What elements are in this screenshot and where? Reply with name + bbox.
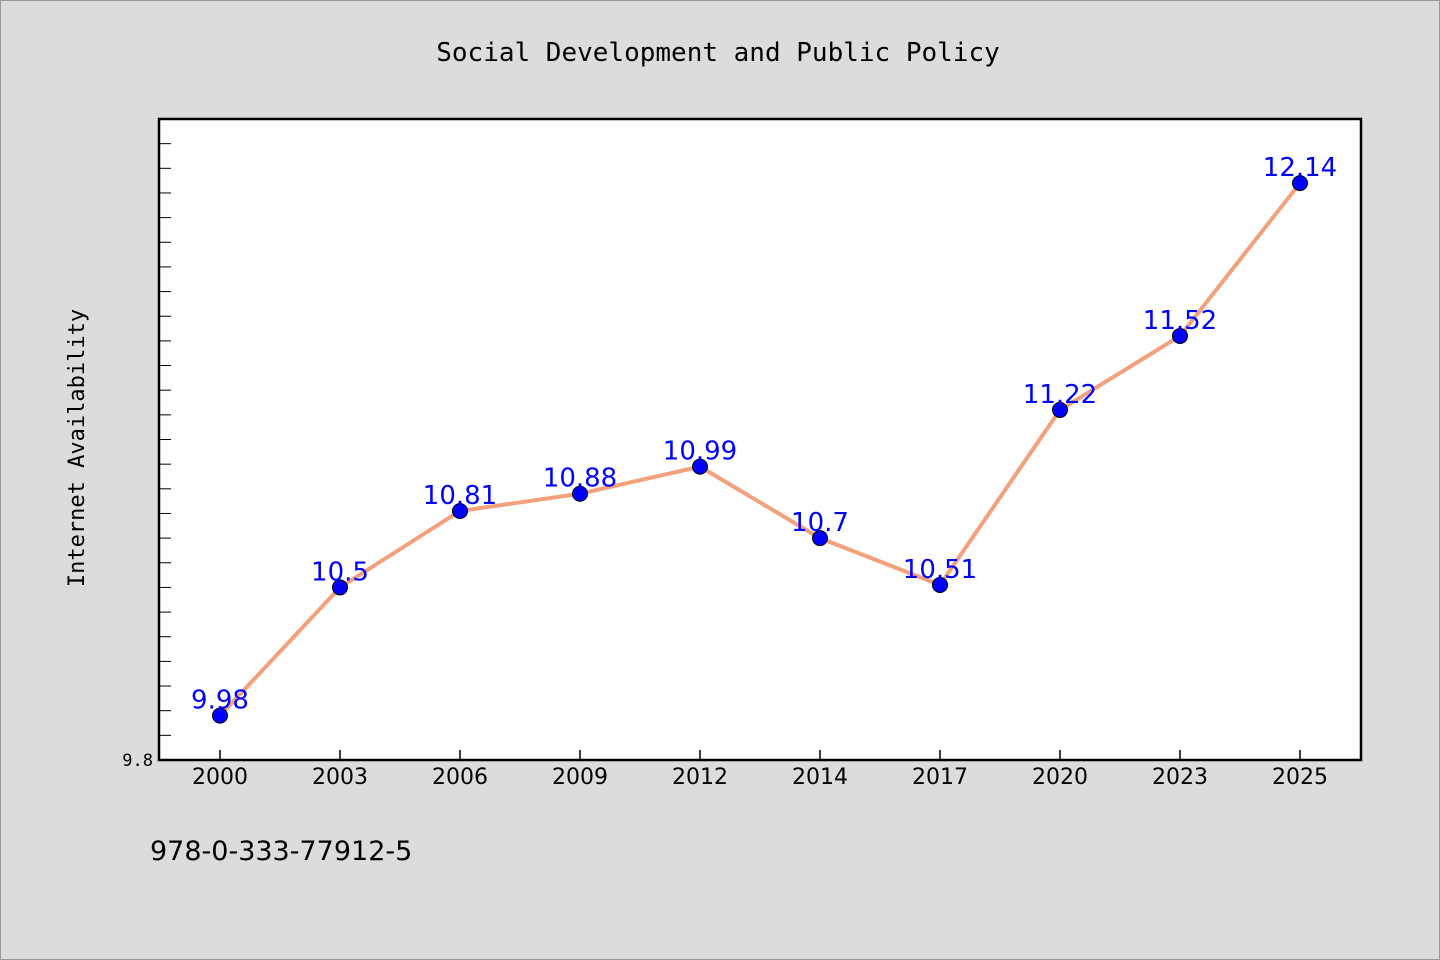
data-point bbox=[332, 579, 348, 596]
x-tick-label: 2023 bbox=[1152, 765, 1208, 790]
y-tick-label: 9.8 bbox=[122, 751, 153, 771]
x-tick-label: 2009 bbox=[552, 765, 608, 790]
data-point bbox=[932, 576, 948, 593]
chart-title: Social Development and Public Policy bbox=[436, 38, 1000, 68]
data-label: 10.5 bbox=[311, 557, 369, 587]
plot-area bbox=[157, 117, 1363, 762]
data-label: 10.99 bbox=[663, 437, 737, 467]
x-tick-label: 2006 bbox=[432, 765, 488, 790]
y-axis-label: Internet Availability bbox=[65, 309, 90, 587]
data-point bbox=[212, 707, 228, 724]
x-tick-label: 2014 bbox=[792, 765, 848, 790]
data-label: 10.7 bbox=[791, 508, 849, 538]
data-label: 10.81 bbox=[423, 481, 497, 511]
x-tick-label: 2025 bbox=[1272, 765, 1328, 790]
data-point bbox=[1292, 175, 1308, 192]
data-point bbox=[1052, 401, 1068, 418]
isbn-text: 978-0-333-77912-5 bbox=[150, 836, 413, 867]
data-label: 11.52 bbox=[1143, 306, 1217, 336]
data-point bbox=[452, 502, 468, 519]
data-label: 10.51 bbox=[903, 555, 977, 585]
data-label: 9.98 bbox=[191, 686, 249, 716]
x-tick-label: 2020 bbox=[1032, 765, 1088, 790]
data-label: 10.88 bbox=[543, 464, 617, 494]
x-tick-label: 2003 bbox=[312, 765, 368, 790]
data-point bbox=[572, 485, 588, 502]
x-axis-ticks: 2000 2003 2006 2009 2012 2014 2017 2020 2023 2025 bbox=[192, 750, 1328, 790]
data-point bbox=[692, 458, 708, 475]
x-tick-label: 2012 bbox=[672, 765, 728, 790]
y-axis-ticks: 9.8 bbox=[122, 143, 171, 771]
data-point bbox=[1172, 327, 1188, 344]
data-label: 12.14 bbox=[1263, 153, 1337, 183]
x-tick-label: 2000 bbox=[192, 765, 248, 790]
data-point bbox=[812, 530, 828, 547]
x-tick-label: 2017 bbox=[912, 765, 968, 790]
series-line bbox=[218, 181, 1302, 718]
data-label: 11.22 bbox=[1023, 380, 1097, 410]
series-layer: 9.98 10.5 10.81 10.88 10.99 10.7 10.51 11.22 11.… bbox=[191, 153, 1337, 724]
